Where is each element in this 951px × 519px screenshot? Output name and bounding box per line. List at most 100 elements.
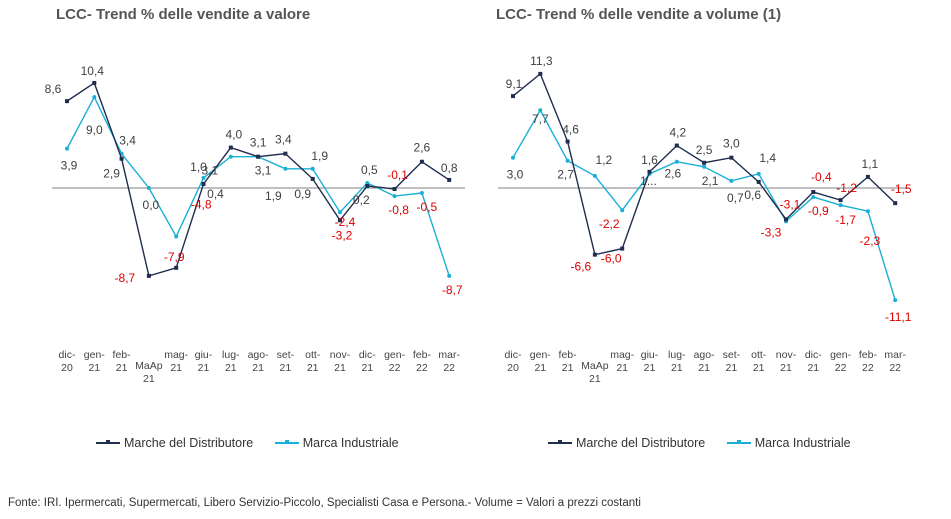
series-industriale-point xyxy=(392,194,397,199)
x-tick-label: feb- xyxy=(413,349,432,361)
legend-label-industriale: Marca Industriale xyxy=(302,436,399,450)
x-tick-label: 21 xyxy=(780,362,792,374)
chart-title-volume: LCC- Trend % delle vendite a volume (1) xyxy=(496,6,782,23)
series-industriale-point xyxy=(228,154,233,159)
chart-title-valore: LCC- Trend % delle vendite a valore xyxy=(56,6,311,23)
x-tick-label: 21 xyxy=(726,362,738,374)
series-distributore-point xyxy=(647,169,652,174)
series-distributore-data-label: 2,5 xyxy=(696,143,713,157)
series-industriale-data-label: -2,2 xyxy=(599,217,620,231)
series-distributore-data-label: 9,1 xyxy=(506,77,523,91)
series-industriale-point xyxy=(310,166,315,171)
x-tick-label: 21 xyxy=(170,362,182,374)
series-industriale-data-label: 3,9 xyxy=(61,159,78,173)
series-distributore-point xyxy=(620,246,625,251)
legend-item-distributore: Marche del Distributore xyxy=(96,436,253,450)
series-distributore-data-label: -7,9 xyxy=(164,250,185,264)
x-tick-label: mag- xyxy=(164,349,188,361)
x-tick-label: lug- xyxy=(222,349,240,361)
series-industriale-data-label: 9,0 xyxy=(86,123,103,137)
series-industriale-point xyxy=(838,203,843,208)
series-industriale-point xyxy=(338,210,342,215)
series-industriale-point xyxy=(65,146,69,151)
series-distributore-point xyxy=(419,159,424,164)
source-note: Fonte: IRI. Ipermercati, Supermercati, L… xyxy=(8,497,641,509)
series-distributore-data-label: 0,6 xyxy=(744,188,761,202)
series-industriale-point xyxy=(729,178,734,183)
series-distributore-point xyxy=(146,273,151,278)
x-tick-label: mar- xyxy=(884,349,906,361)
legend-valore: Marche del Distributore Marca Industrial… xyxy=(96,436,417,450)
series-industriale-point xyxy=(447,273,452,278)
series-industriale-point xyxy=(811,195,816,200)
series-industriale-data-label: 3,1 xyxy=(201,164,218,178)
x-tick-label: 20 xyxy=(507,362,519,374)
series-industriale-point xyxy=(201,175,206,180)
series-distributore-point xyxy=(702,160,707,165)
x-tick-label: 20 xyxy=(61,362,73,374)
series-distributore-data-label: 3,0 xyxy=(723,137,740,151)
series-distributore-point xyxy=(511,94,515,99)
series-distributore-point xyxy=(392,187,397,192)
series-distributore-point xyxy=(228,145,233,150)
x-tick-label: 21 xyxy=(116,362,128,374)
series-industriale-data-label: -2,3 xyxy=(860,234,881,248)
series-distributore-point xyxy=(784,217,788,222)
series-distributore-point xyxy=(283,151,288,156)
series-distributore-data-label: -3,1 xyxy=(780,197,801,211)
x-tick-label: nov- xyxy=(776,349,797,361)
legend-item-industriale: Marca Industriale xyxy=(274,436,399,450)
series-distributore-point xyxy=(565,139,570,144)
series-industriale-data-label: 1,4 xyxy=(759,151,776,165)
x-tick-label: gen- xyxy=(530,349,552,361)
series-industriale-point xyxy=(592,173,597,178)
x-tick-label: 21 xyxy=(225,362,237,374)
legend-volume: Marche del Distributore Marca Industrial… xyxy=(548,436,869,450)
series-industriale-data-label: 3,4 xyxy=(119,134,136,148)
series-industriale-data-label: -0,8 xyxy=(388,203,409,217)
x-tick-label: gen- xyxy=(830,349,852,361)
x-tick-label: mag- xyxy=(610,349,634,361)
x-tick-label: feb- xyxy=(859,349,878,361)
series-industriale-data-label: 1,0 xyxy=(190,160,207,174)
x-tick-label: dic- xyxy=(59,349,76,361)
x-tick-label: ago- xyxy=(694,349,716,361)
x-tick-label: giu- xyxy=(641,349,659,361)
series-distributore-point xyxy=(310,176,315,181)
series-distributore-data-label: 3,1 xyxy=(250,136,267,150)
x-tick-label: 21 xyxy=(143,373,155,385)
series-distributore-point xyxy=(893,201,898,206)
legend-item-industriale: Marca Industriale xyxy=(726,436,851,450)
series-industriale-point xyxy=(146,186,151,190)
series-distributore-point xyxy=(174,265,179,270)
series-distributore-data-label: -8,7 xyxy=(115,271,136,285)
x-tick-label: dic- xyxy=(359,349,376,361)
series-distributore-point xyxy=(256,154,261,159)
legend-swatch-distributore xyxy=(548,440,572,445)
series-distributore-point xyxy=(811,190,816,195)
x-tick-label: 21 xyxy=(671,362,683,374)
series-industriale-data-label: 7,7 xyxy=(532,112,549,126)
x-tick-label: nov- xyxy=(330,349,351,361)
series-distributore-point xyxy=(756,179,761,184)
x-tick-label: gen- xyxy=(84,349,106,361)
series-industriale-point xyxy=(865,209,870,214)
series-industriale-data-label: 0,5 xyxy=(361,163,378,177)
x-tick-label: 21 xyxy=(280,362,292,374)
series-industriale-point xyxy=(174,234,179,239)
series-industriale-data-label: -4,8 xyxy=(191,197,212,211)
series-distributore-point xyxy=(92,80,97,85)
x-tick-label: 21 xyxy=(252,362,264,374)
x-tick-label: 21 xyxy=(307,362,319,374)
series-industriale-data-label: -0,5 xyxy=(417,200,438,214)
series-industriale-point xyxy=(92,95,97,100)
x-tick-label: 21 xyxy=(361,362,373,374)
series-industriale-data-label: -1,7 xyxy=(835,213,856,227)
chart-valore: 8,6 10,4 2,9 -8,7 -7,9 0,4 4,0 3,1 3,4 0,9 -3,2 0,2… xyxy=(45,64,465,385)
series-industriale-point xyxy=(702,164,707,169)
series-distributore-data-label: 4,6 xyxy=(562,123,579,137)
series-industriale-data-label: -2,4 xyxy=(335,215,356,229)
series-industriale-data-label: 0,7 xyxy=(727,191,744,205)
series-industriale-data-label: -0,9 xyxy=(808,204,829,218)
legend-swatch-distributore xyxy=(96,440,120,445)
